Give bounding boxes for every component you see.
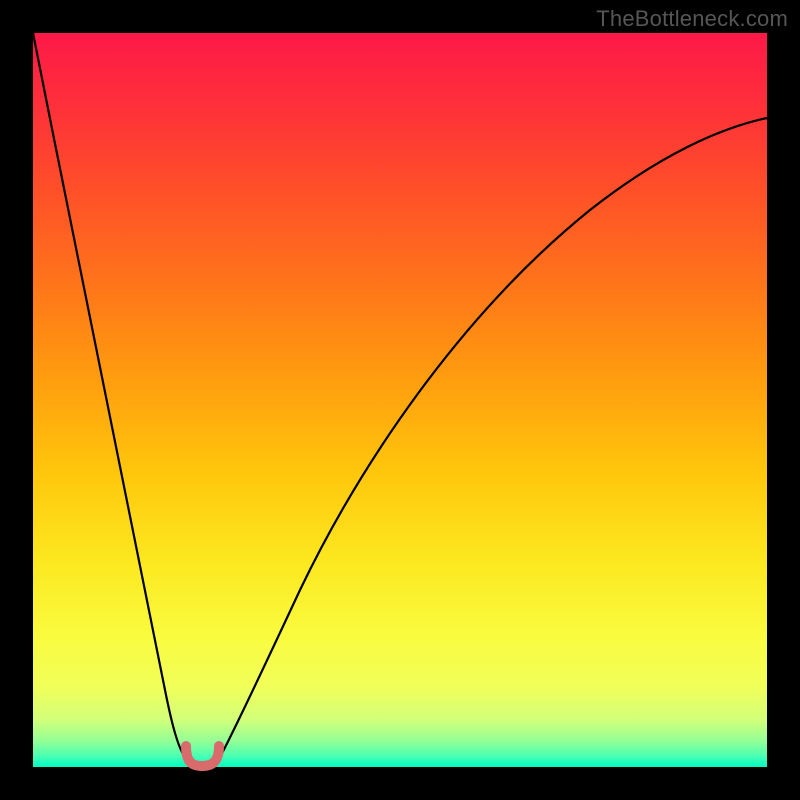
bottleneck-chart	[0, 0, 800, 800]
plot-background	[33, 33, 767, 767]
watermark-text: TheBottleneck.com	[596, 6, 788, 32]
chart-container: TheBottleneck.com	[0, 0, 800, 800]
